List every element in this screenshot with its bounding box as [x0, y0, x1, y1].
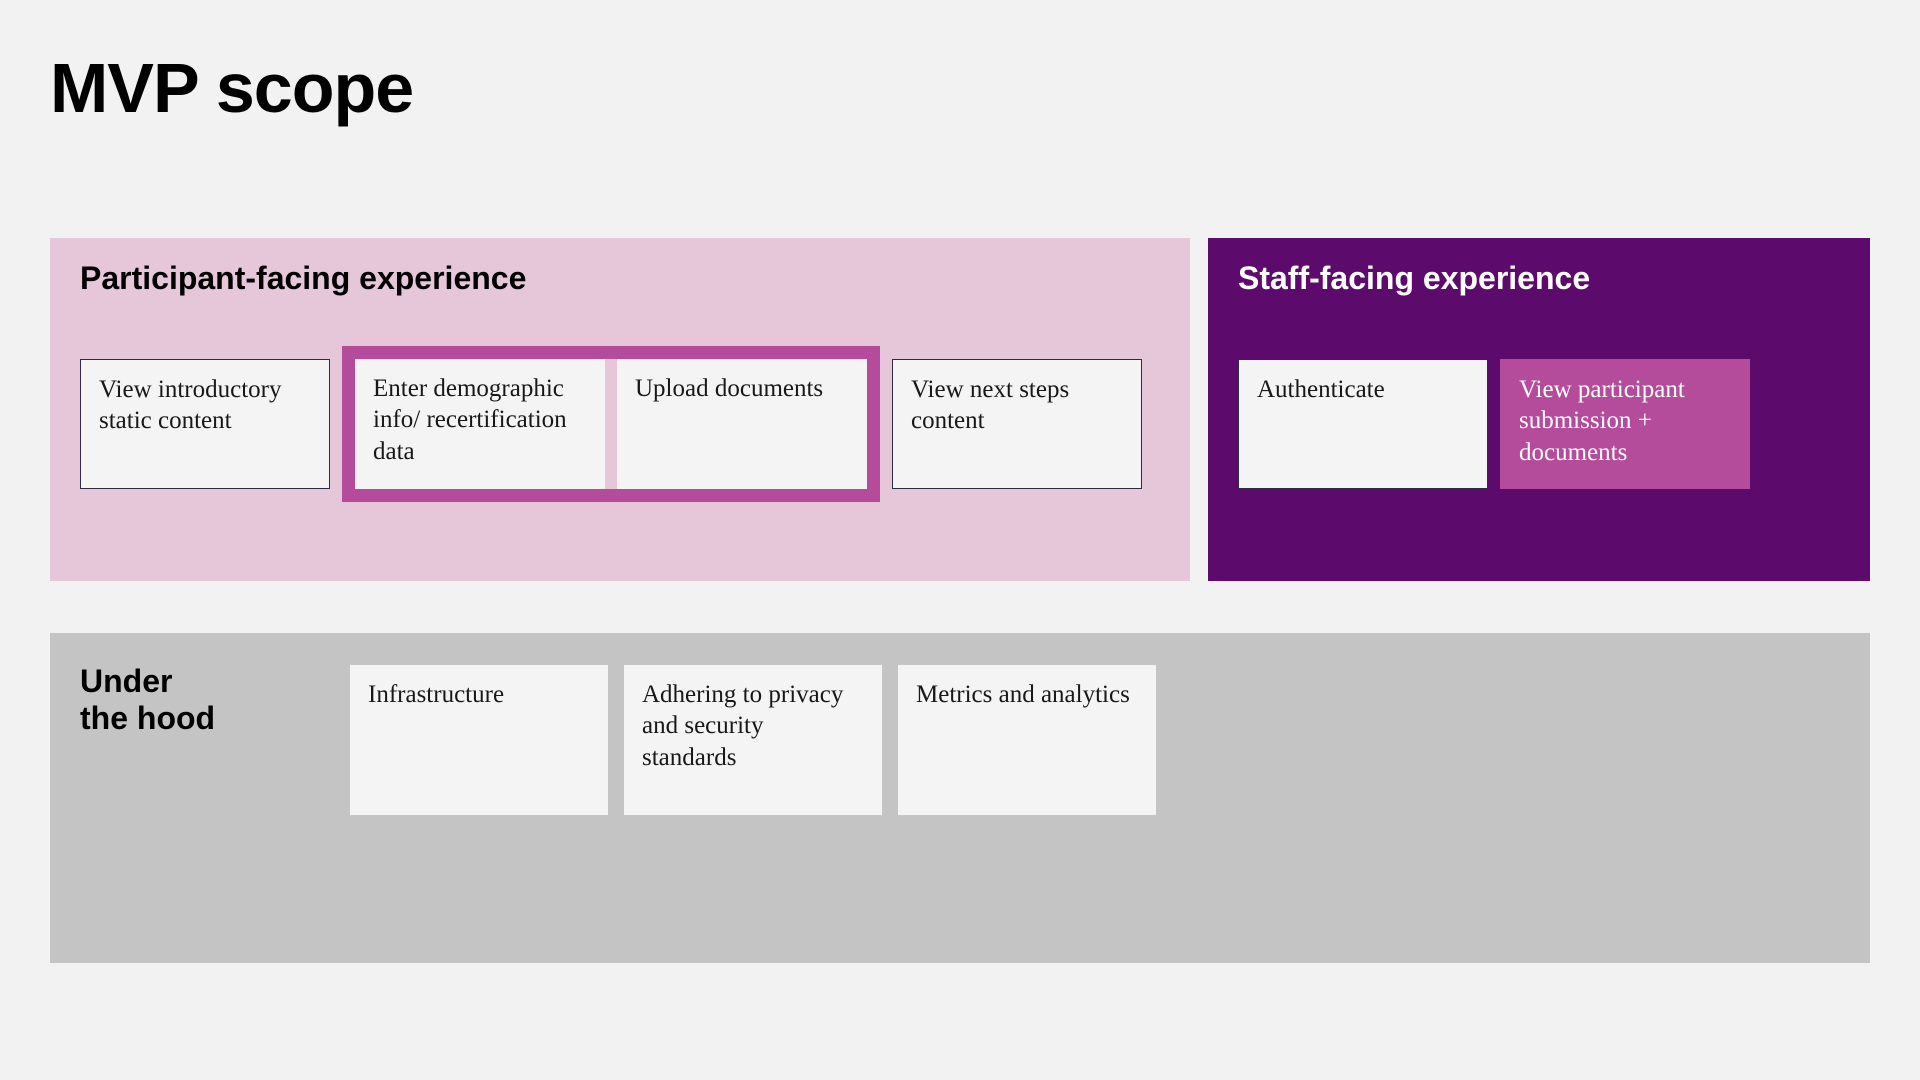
card-view-next-steps: View next steps content	[892, 359, 1142, 489]
card-enter-demographics: Enter demographic info/ recertification …	[355, 359, 605, 489]
card-infrastructure: Infrastructure	[350, 665, 608, 815]
card-upload-documents: Upload documents	[617, 359, 867, 489]
staff-panel: Staff-facing experience Authenticate Vie…	[1208, 238, 1870, 581]
card-view-submission: View participant submission + documents	[1500, 359, 1750, 489]
slide: MVP scope Participant-facing experience …	[0, 0, 1920, 1080]
participant-cards: View introductory static content Enter d…	[80, 359, 1160, 489]
under-the-hood-panel: Underthe hood Infrastructure Adhering to…	[50, 633, 1870, 963]
card-privacy-security: Adhering to privacy and security standar…	[624, 665, 882, 815]
card-view-intro: View introductory static content	[80, 359, 330, 489]
card-authenticate: Authenticate	[1238, 359, 1488, 489]
participant-panel-title: Participant-facing experience	[80, 260, 1160, 297]
staff-panel-title: Staff-facing experience	[1238, 260, 1840, 297]
page-title: MVP scope	[50, 48, 1870, 128]
highlighted-card-group: Enter demographic info/ recertification …	[342, 346, 880, 502]
participant-panel: Participant-facing experience View intro…	[50, 238, 1190, 581]
card-metrics-analytics: Metrics and analytics	[898, 665, 1156, 815]
under-panel-title: Underthe hood	[80, 663, 350, 737]
top-row: Participant-facing experience View intro…	[50, 238, 1870, 581]
under-cards: Infrastructure Adhering to privacy and s…	[350, 665, 1156, 815]
staff-cards: Authenticate View participant submission…	[1238, 359, 1840, 489]
